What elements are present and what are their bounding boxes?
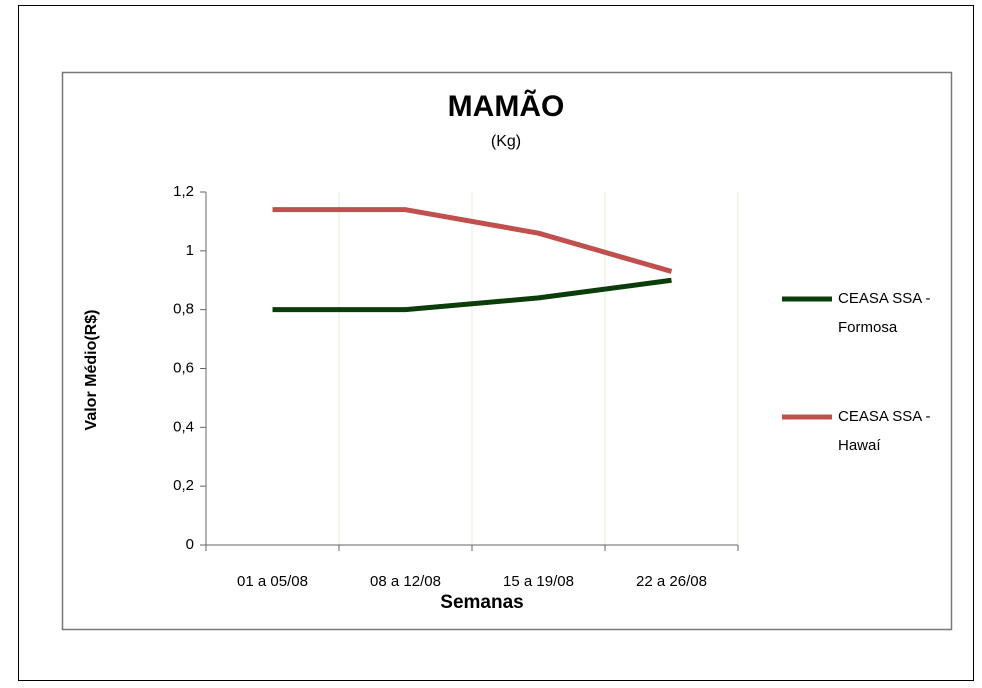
x-axis-label: Semanas xyxy=(440,592,523,613)
y-tick-label: 1 xyxy=(186,242,194,259)
y-tick-label: 0 xyxy=(186,536,194,553)
y-tick-label: 0,4 xyxy=(173,418,194,435)
chart-title: MAMÃO xyxy=(448,89,565,123)
y-tick-label: 1,2 xyxy=(173,183,194,200)
y-tick-label: 0,6 xyxy=(173,359,194,376)
x-tick-label: 01 a 05/08 xyxy=(237,573,308,590)
y-tick-label: 0,8 xyxy=(173,301,194,318)
legend-label: CEASA SSA - Hawaí xyxy=(838,408,935,454)
y-tick-label: 0,2 xyxy=(173,477,194,494)
chart-subtitle: (Kg) xyxy=(491,133,521,150)
y-axis-label: Valor Médio(R$) xyxy=(83,310,100,431)
x-tick-label: 22 a 26/08 xyxy=(636,573,707,590)
x-tick-label: 15 a 19/08 xyxy=(503,573,574,590)
legend-label: CEASA SSA - Formosa xyxy=(838,290,935,336)
series-line xyxy=(272,207,673,274)
series-line xyxy=(272,277,672,313)
chart-border xyxy=(61,71,953,631)
x-tick-label: 08 a 12/08 xyxy=(370,573,441,590)
